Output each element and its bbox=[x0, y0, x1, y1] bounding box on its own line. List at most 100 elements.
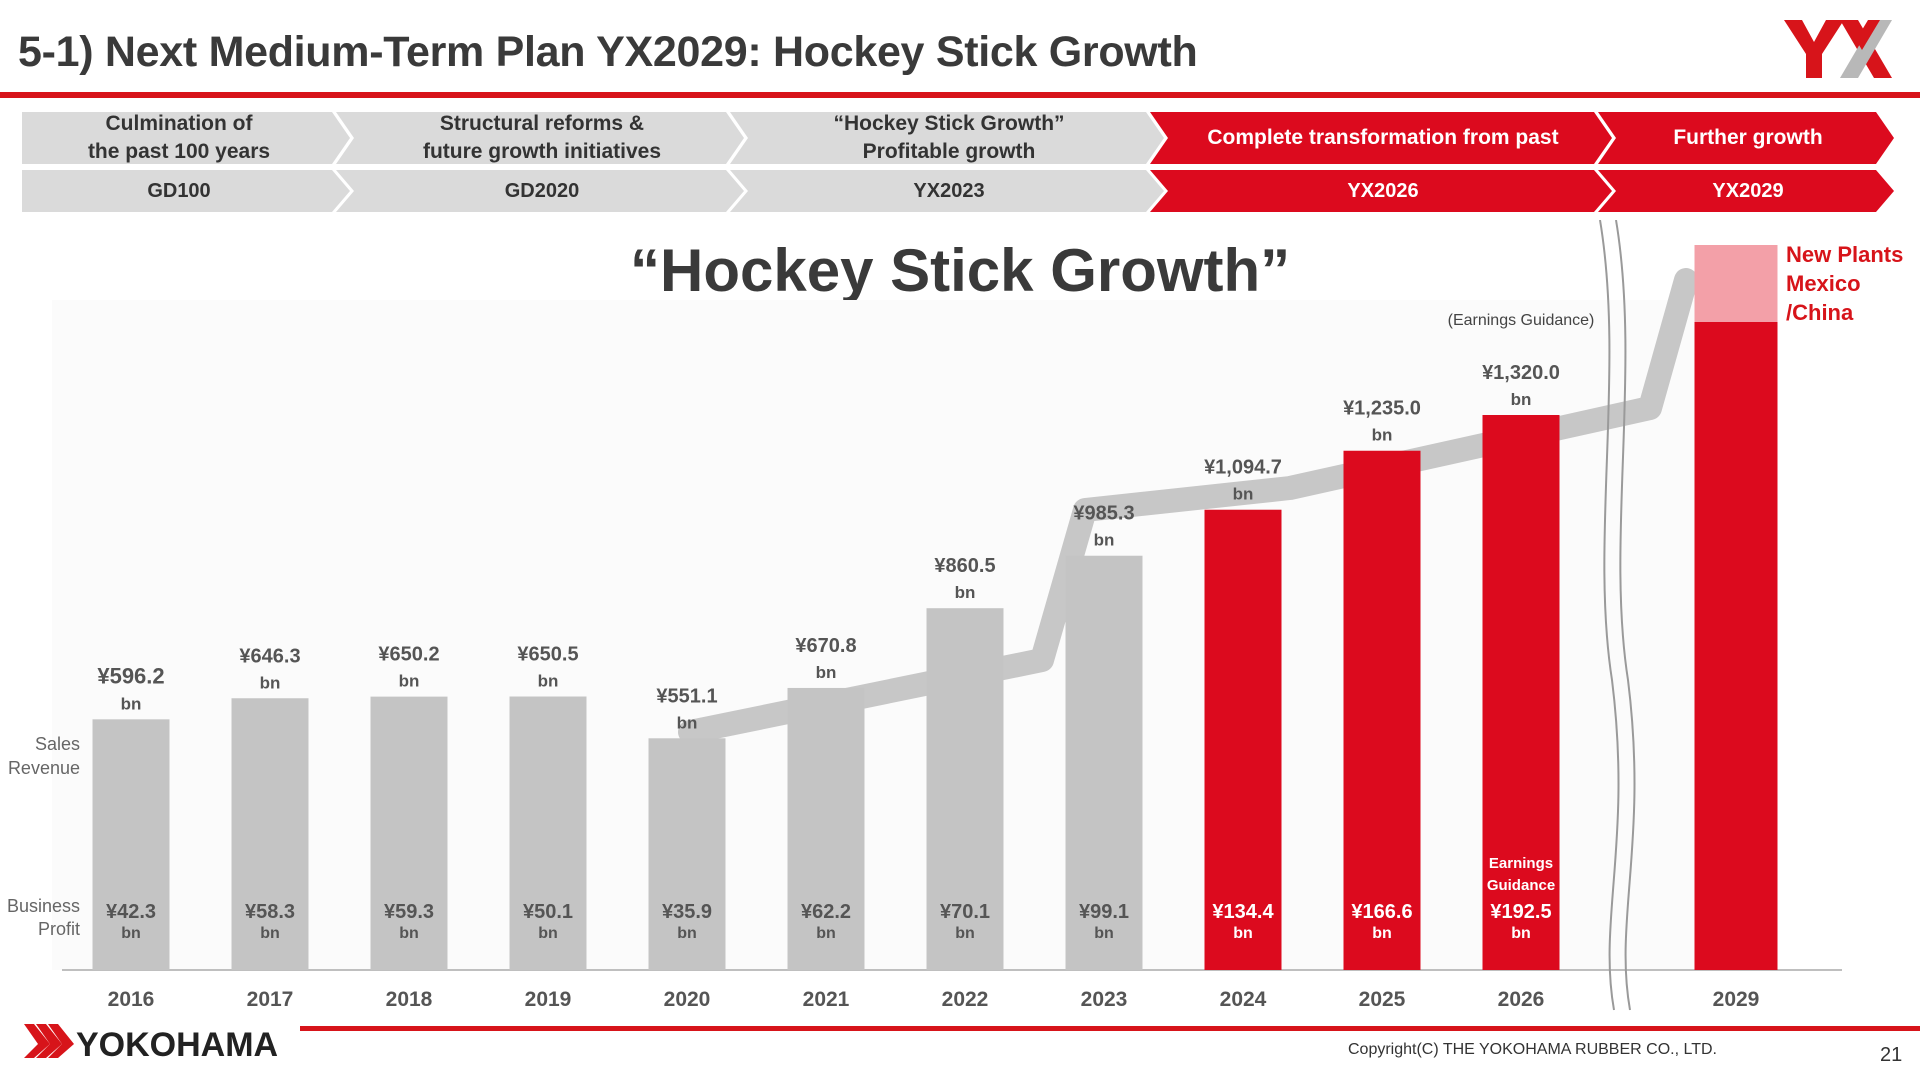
profit-unit-2020: bn bbox=[677, 925, 697, 942]
sales-label-2019: ¥650.5 bbox=[517, 643, 578, 665]
phase-plan-label-2: YX2023 bbox=[913, 180, 985, 202]
yokohama-logo-text: YOKOHAMA bbox=[76, 1026, 278, 1064]
page-number: 21 bbox=[1880, 1044, 1903, 1066]
title-divider bbox=[0, 92, 1920, 98]
profit-label-2020: ¥35.9 bbox=[662, 901, 712, 923]
x-tick-2022: 2022 bbox=[942, 988, 989, 1011]
sales-unit-2023: bn bbox=[1094, 531, 1115, 550]
phase-plan-shape-1 bbox=[336, 170, 744, 212]
bar-sales-2017 bbox=[231, 698, 309, 970]
phase-top-shape-4 bbox=[1598, 112, 1894, 164]
new-plants-line-1: New Plants bbox=[1786, 242, 1904, 267]
business-profit-label-1: Business bbox=[7, 896, 80, 916]
plot-background bbox=[52, 300, 1712, 970]
phase-plan-label-3: YX2026 bbox=[1347, 180, 1419, 202]
phase-banner bbox=[22, 112, 1894, 212]
profit-unit-2023: bn bbox=[1094, 925, 1114, 942]
sales-unit-2019: bn bbox=[538, 671, 559, 690]
sales-label-2025: ¥1,235.0 bbox=[1343, 398, 1421, 420]
sales-label-2018: ¥650.2 bbox=[378, 644, 439, 666]
sales-revenue-label-2: Revenue bbox=[8, 758, 80, 778]
x-tick-2029: 2029 bbox=[1713, 988, 1760, 1011]
profit-label-2018: ¥59.3 bbox=[384, 901, 434, 923]
phase-plan-shape-2 bbox=[730, 170, 1164, 212]
sales-label-2023: ¥985.3 bbox=[1073, 503, 1134, 525]
bar-sales-2020 bbox=[648, 738, 726, 970]
copyright: Copyright(C) THE YOKOHAMA RUBBER CO., LT… bbox=[1348, 1041, 1717, 1058]
bar-sales-2018 bbox=[370, 696, 448, 970]
x-tick-2019: 2019 bbox=[525, 988, 572, 1011]
sales-label-2021: ¥670.8 bbox=[795, 635, 856, 657]
sales-unit-2020: bn bbox=[677, 713, 698, 732]
profit-label-2022: ¥70.1 bbox=[940, 901, 990, 923]
sales-unit-2017: bn bbox=[260, 673, 281, 692]
profit-unit-2019: bn bbox=[538, 925, 558, 942]
phase-top-label-4: Further growth bbox=[1673, 126, 1823, 149]
axis-break-line-1 bbox=[1599, 220, 1620, 1011]
bar-sales-2024 bbox=[1204, 509, 1282, 970]
sales-unit-2022: bn bbox=[955, 583, 976, 602]
phase-plan-shape-3 bbox=[1150, 170, 1612, 212]
bar-target-2029 bbox=[1694, 322, 1778, 970]
bar-sales-2023 bbox=[1065, 555, 1143, 970]
phase-plan-label-1: GD2020 bbox=[504, 180, 580, 202]
profit-unit-2026: bn bbox=[1511, 925, 1531, 942]
phase-top-shape-1 bbox=[336, 112, 744, 164]
yokohama-logo-mark bbox=[24, 1024, 74, 1058]
sales-label-2022: ¥860.5 bbox=[934, 555, 995, 577]
sales-unit-2025: bn bbox=[1372, 426, 1393, 445]
phase-top-label-0: Culmination of the past 100 years bbox=[87, 112, 271, 163]
phase-top-shape-3 bbox=[1150, 112, 1612, 164]
phase-top-shape-0 bbox=[22, 112, 350, 164]
phase-plan-label-4: YX2029 bbox=[1712, 180, 1784, 202]
profit-unit-2017: bn bbox=[260, 925, 280, 942]
new-plants-line-3: /China bbox=[1786, 300, 1854, 325]
sales-label-2024: ¥1,094.7 bbox=[1204, 457, 1282, 479]
bar-sales-2021 bbox=[787, 687, 865, 970]
yokohama-logo: YOKOHAMA bbox=[24, 1024, 278, 1064]
sales-label-2020: ¥551.1 bbox=[656, 685, 717, 707]
sales-label-2026: ¥1,320.0 bbox=[1482, 362, 1560, 384]
sales-unit-2021: bn bbox=[816, 663, 837, 682]
sales-revenue-label-1: Sales bbox=[35, 734, 80, 754]
bar-target-new-plants-2029 bbox=[1694, 245, 1778, 322]
profit-unit-2018: bn bbox=[399, 925, 419, 942]
business-profit-label-2: Profit bbox=[38, 919, 80, 939]
profit-label-2016: ¥42.3 bbox=[106, 901, 156, 923]
sales-unit-2026: bn bbox=[1511, 390, 1532, 409]
bar-sales-2025 bbox=[1343, 450, 1421, 970]
profit-label-2019: ¥50.1 bbox=[523, 901, 573, 923]
profit-guidance-note-2: Guidance bbox=[1487, 877, 1555, 894]
profit-unit-2024: bn bbox=[1233, 925, 1253, 942]
slide-title: 5-1) Next Medium-Term Plan YX2029: Hocke… bbox=[18, 28, 1198, 76]
earnings-guidance-note: (Earnings Guidance) bbox=[1448, 312, 1595, 329]
x-tick-2023: 2023 bbox=[1081, 988, 1128, 1011]
bar-sales-2022 bbox=[926, 608, 1004, 970]
phase-top-label-2: “Hockey Stick Growth” Profitable growth bbox=[833, 112, 1065, 163]
new-plants-line-2: Mexico bbox=[1786, 271, 1861, 296]
x-tick-2018: 2018 bbox=[386, 988, 433, 1011]
bar-sales-2026 bbox=[1482, 415, 1560, 970]
profit-unit-2021: bn bbox=[816, 925, 836, 942]
profit-label-2021: ¥62.2 bbox=[801, 901, 851, 923]
profit-label-2023: ¥99.1 bbox=[1079, 901, 1129, 923]
x-tick-2020: 2020 bbox=[664, 988, 711, 1011]
x-tick-2025: 2025 bbox=[1359, 988, 1406, 1011]
sales-profit-chart: ¥596.2 bn ¥42.3 bn 2016 ¥646.3 bn ¥58.3 bn 2017 ¥6… bbox=[7, 220, 1842, 1011]
axis-break-line-2 bbox=[1615, 220, 1636, 1011]
sales-unit-2024: bn bbox=[1233, 485, 1254, 504]
footer-divider bbox=[300, 1026, 1920, 1031]
sales-unit-2016: bn bbox=[121, 694, 142, 713]
phase-top-label-3: Complete transformation from past bbox=[1207, 126, 1559, 149]
x-tick-2024: 2024 bbox=[1220, 988, 1267, 1011]
bar-sales-2016 bbox=[92, 719, 170, 970]
x-tick-2017: 2017 bbox=[247, 988, 294, 1011]
phase-top-shape-2 bbox=[730, 112, 1164, 164]
phase-plan-shape-0 bbox=[22, 170, 350, 212]
yx-logo-x-stroke-2 bbox=[1840, 20, 1892, 78]
new-plants-note: New Plants Mexico /China bbox=[1786, 240, 1903, 327]
profit-label-2026: ¥192.5 bbox=[1490, 901, 1551, 923]
profit-unit-2022: bn bbox=[955, 925, 975, 942]
phase-top-label-1: Structural reforms & future growth initi… bbox=[422, 112, 661, 163]
sales-label-2016: ¥596.2 bbox=[97, 663, 164, 688]
